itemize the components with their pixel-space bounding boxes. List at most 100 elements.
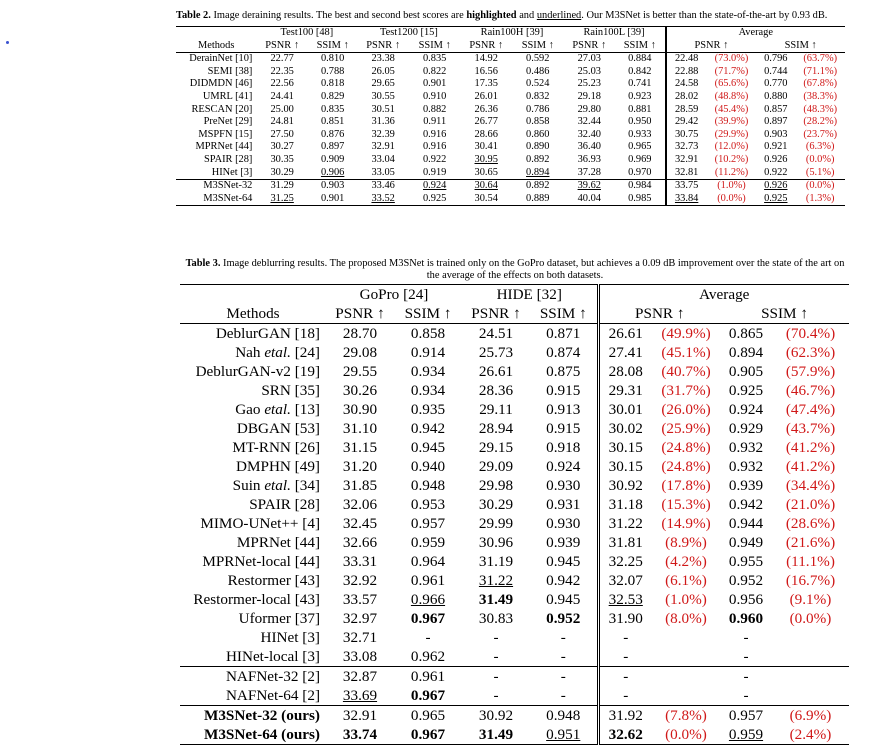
psnr-cell: 24.41: [270, 90, 294, 102]
ssim-cell: -: [560, 629, 566, 646]
psnr-cell: 36.93: [577, 153, 601, 165]
table3-ssim-header: SSIM ↑: [720, 304, 849, 324]
ssim-cell: 0.858: [410, 325, 446, 342]
table-row: M3SNet-32 31.29 0.903 33.46 0.924 30.64 0.892 3…: [176, 178, 845, 193]
psnr-cell: 30.29: [270, 166, 294, 178]
psnr-cell: 30.41: [474, 141, 498, 153]
method-name: Restormer [43]: [227, 572, 320, 589]
ssim-cell: 0.875: [546, 363, 581, 380]
avg-psnr-cell: 32.73: [664, 140, 707, 154]
method-name: PreNet [29]: [203, 116, 253, 128]
table2-group-rain100h: Rain100H [39]: [460, 26, 564, 39]
avg-psnr-cell: 27.41: [596, 343, 652, 362]
avg-ssim-cell: 0.796: [764, 53, 788, 65]
avg-ssim-cell: 0.960: [728, 610, 764, 627]
avg-ssim-cell: 0.932: [728, 439, 764, 456]
psnr-cell: 32.91: [371, 141, 395, 153]
psnr-cell: 29.11: [479, 401, 513, 418]
table-row: Restormer-local [43] 33.57 0.966 31.49 0.945…: [180, 590, 849, 609]
ssim-cell: -: [560, 648, 566, 665]
improvement-percent: [652, 628, 720, 647]
table-row: PreNet [29] 24.81 0.851 31.36 0.911 26.77 0.85…: [176, 115, 845, 129]
improvement-percent: (40.7%): [661, 363, 711, 380]
method-name: SPAIR [28]: [249, 496, 320, 513]
ssim-cell: 0.934: [410, 382, 446, 399]
table2-ssim-header: SSIM ↑: [307, 39, 358, 53]
avg-ssim-cell: 0.944: [728, 515, 764, 532]
table2-group-test100: Test100 [48]: [256, 26, 358, 39]
psnr-cell: 30.35: [270, 153, 294, 165]
table-row: MSPFN [15] 27.50 0.876 32.39 0.916 28.66 0.860…: [176, 128, 845, 141]
psnr-cell: 23.38: [371, 53, 395, 65]
psnr-cell: 39.62: [563, 178, 616, 193]
avg-ssim-cell: 0.926: [756, 178, 796, 193]
psnr-cell: 32.45: [342, 515, 378, 532]
table3-metric-header: Methods PSNR ↑ SSIM ↑ PSNR ↑ SSIM ↑ PSNR…: [180, 304, 849, 324]
improvement-percent: (9.1%): [789, 591, 832, 608]
psnr-cell: 30.64: [460, 178, 512, 193]
improvement-percent: (71.7%): [714, 65, 749, 77]
ssim-cell: 0.916: [422, 128, 447, 140]
improvement-percent: (65.6%): [714, 78, 749, 90]
improvement-percent: (62.3%): [785, 344, 836, 361]
improvement-percent: [772, 628, 849, 647]
avg-ssim-cell: 0.865: [728, 325, 764, 342]
psnr-cell: 25.00: [270, 103, 294, 115]
ssim-cell: 0.592: [526, 53, 550, 65]
table3-deblurring: GoPro [24] HIDE [32] Average Methods PSN…: [180, 284, 849, 745]
method-name: DIDMDN [46]: [189, 78, 253, 90]
improvement-percent: (29.9%): [714, 128, 749, 140]
psnr-cell: 14.92: [474, 53, 498, 65]
psnr-cell: 26.61: [478, 363, 514, 380]
avg-ssim-cell: 0.942: [728, 496, 764, 513]
psnr-cell: 30.26: [342, 382, 378, 399]
psnr-cell: 17.35: [474, 78, 498, 90]
avg-ssim-cell: -: [743, 687, 749, 704]
method-name: NAFNet-32 [2]: [180, 666, 326, 686]
method-name: MPRNet [44]: [236, 534, 320, 551]
psnr-cell: 33.05: [371, 166, 395, 178]
avg-ssim-cell: 0.925: [728, 382, 764, 399]
psnr-cell: 30.55: [371, 90, 395, 102]
psnr-cell: 31.85: [342, 477, 378, 494]
ssim-cell: 0.906: [320, 166, 345, 178]
improvement-percent: (47.4%): [785, 401, 836, 418]
improvement-percent: (1.3%): [795, 192, 845, 206]
table2-caption-label: Table 2.: [176, 10, 211, 21]
psnr-cell: 32.06: [342, 496, 378, 513]
avg-ssim-cell: 0.770: [764, 78, 788, 90]
avg-ssim-cell: 0.932: [728, 458, 764, 475]
psnr-cell: 32.87: [326, 666, 394, 686]
avg-ssim-cell: -: [743, 648, 749, 665]
improvement-percent: (23.7%): [803, 128, 838, 140]
method-name: M3SNet-32: [176, 178, 257, 193]
ssim-cell: 0.822: [422, 65, 447, 77]
ssim-cell: 0.884: [628, 53, 652, 65]
table-row: DeblurGAN [18] 28.70 0.858 24.51 0.871 26.61 (…: [180, 323, 849, 343]
psnr-cell: 30.83: [478, 610, 514, 627]
table-row: Gao etal. [13] 30.90 0.935 29.11 0.913 30.01 (…: [180, 400, 849, 419]
method-name: SEMI [38]: [207, 65, 253, 77]
ssim-cell: 0.945: [410, 439, 446, 456]
psnr-cell: 29.98: [478, 477, 514, 494]
table-row: HINet [3] 32.71 - - - - -: [180, 628, 849, 647]
psnr-cell: 26.77: [474, 116, 498, 128]
psnr-cell: 40.04: [563, 192, 616, 206]
ssim-cell: 0.903: [307, 178, 358, 193]
table2-ssim-header: SSIM ↑: [408, 39, 461, 53]
psnr-cell: 37.28: [577, 166, 601, 178]
method-name: HINet [3]: [211, 166, 253, 178]
table2-ssim-header: SSIM ↑: [615, 39, 666, 53]
ssim-cell: 0.965: [394, 705, 462, 725]
method-name: SRN [35]: [261, 382, 320, 399]
improvement-percent: (34.4%): [785, 477, 836, 494]
method-name: DBGAN [53]: [236, 420, 320, 437]
avg-psnr-cell: 28.02: [664, 90, 707, 103]
psnr-cell: 32.91: [326, 705, 394, 725]
ssim-cell: 0.919: [422, 166, 447, 178]
psnr-cell: -: [493, 629, 499, 646]
improvement-percent: (2.4%): [772, 725, 849, 745]
table3-group-average: Average: [596, 284, 849, 304]
table2-methods-header: Methods: [176, 39, 257, 53]
ssim-cell: 0.829: [320, 90, 345, 102]
